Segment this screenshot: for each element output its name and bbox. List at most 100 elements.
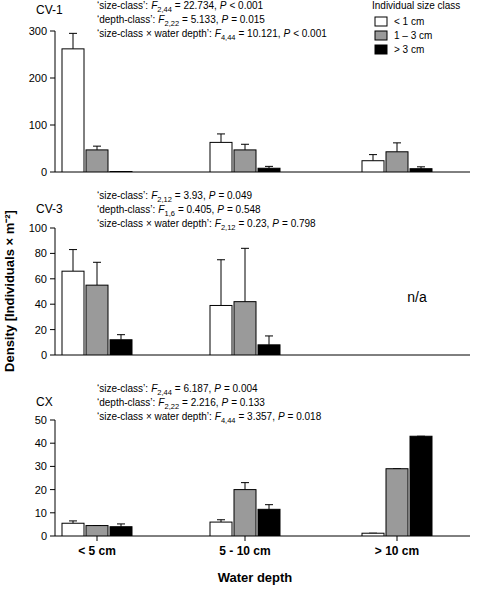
x-tick-label: 5 - 10 cm xyxy=(219,544,270,558)
y-tick xyxy=(50,253,55,254)
y-tick-label: 80 xyxy=(35,247,47,259)
legend-swatch xyxy=(375,31,387,40)
stat-term: ‘size-class’: xyxy=(97,383,148,394)
figure: CV-10100200300‘size-class’:F2,44= 22.734… xyxy=(0,0,494,600)
bar xyxy=(410,436,432,536)
stat-symbol: P xyxy=(220,0,227,11)
stat-p-value: = 0.133 xyxy=(231,397,265,408)
error-bar xyxy=(265,336,273,345)
y-tick xyxy=(50,355,55,356)
x-tick xyxy=(97,536,98,541)
stat-symbol: P xyxy=(283,28,290,39)
y-tick xyxy=(50,228,55,229)
error-bar xyxy=(369,155,377,161)
y-tick-label: 60 xyxy=(35,273,47,285)
y-tick xyxy=(50,278,55,279)
bar xyxy=(234,150,256,172)
stat-df: 2,22 xyxy=(164,19,179,28)
stat-symbol: P xyxy=(222,14,229,25)
bar xyxy=(258,509,280,536)
stat-f-value: = 10.121, xyxy=(239,28,281,39)
stat-line: ‘depth-class’:F1,6= 0.405,P= 0.548 xyxy=(97,204,261,218)
stat-df: 2,44 xyxy=(157,5,172,14)
x-axis-label: Water depth xyxy=(218,570,293,585)
bars xyxy=(62,248,280,355)
legend-swatch xyxy=(375,17,387,26)
bar xyxy=(234,302,256,355)
stat-term: ‘size-class × water depth’: xyxy=(97,218,212,229)
bar xyxy=(258,168,280,172)
bar xyxy=(110,527,132,536)
x-tick-label: < 5 cm xyxy=(78,544,116,558)
bar xyxy=(234,490,256,536)
error-bar xyxy=(217,260,225,306)
legend-swatch xyxy=(375,45,387,54)
y-tick-label: 40 xyxy=(35,298,47,310)
error-bar xyxy=(117,335,125,340)
bar xyxy=(362,533,384,536)
y-tick-label: 0 xyxy=(41,166,47,178)
y-tick-label: 200 xyxy=(29,72,47,84)
stat-symbol: P xyxy=(217,204,224,215)
x-tick-label: > 10 cm xyxy=(375,544,419,558)
stat-f-value: = 0.23, xyxy=(239,218,270,229)
error-bar xyxy=(69,250,77,272)
bars xyxy=(62,33,432,172)
bar xyxy=(210,142,232,172)
stat-symbol: P xyxy=(272,218,279,229)
stat-p-value: < 0.001 xyxy=(230,0,264,11)
stat-line: ‘size-class’:F2,44= 22.734,P< 0.001 xyxy=(97,0,264,14)
legend-label: > 3 cm xyxy=(394,44,424,55)
stat-symbol: P xyxy=(209,190,216,201)
stat-term: ‘size-class × water depth’: xyxy=(97,28,212,39)
legend-label: < 1 cm xyxy=(394,16,424,27)
stat-symbol: P xyxy=(214,383,221,394)
stat-df: 1,6 xyxy=(164,209,174,218)
bar xyxy=(62,523,84,536)
stat-df: 2,22 xyxy=(164,402,179,411)
bars xyxy=(62,436,432,536)
y-tick xyxy=(50,125,55,126)
legend: Individual size class< 1 cm1 – 3 cm> 3 c… xyxy=(372,0,460,55)
stat-line: ‘size-class × water depth’:F2,12= 0.23,P… xyxy=(97,218,316,232)
y-tick xyxy=(50,329,55,330)
bar xyxy=(362,161,384,172)
x-tick xyxy=(245,536,246,541)
y-axis xyxy=(55,420,56,536)
stat-term: ‘size-class’: xyxy=(97,190,148,201)
bar xyxy=(386,469,408,536)
y-tick xyxy=(50,466,55,467)
y-axis xyxy=(55,31,56,172)
y-tick-label: 20 xyxy=(35,324,47,336)
y-tick-label: 50 xyxy=(35,414,47,426)
stat-p-value: < 0.001 xyxy=(293,28,327,39)
stat-p-value: = 0.798 xyxy=(282,218,316,229)
stat-p-value: = 0.015 xyxy=(231,14,265,25)
stat-f-value: = 3.93, xyxy=(175,190,206,201)
y-axis xyxy=(55,228,56,355)
bar xyxy=(110,340,132,355)
y-tick xyxy=(50,489,55,490)
error-bar xyxy=(241,144,249,150)
y-tick xyxy=(50,78,55,79)
x-tick xyxy=(397,536,398,541)
stat-term: ‘depth-class’: xyxy=(97,14,155,25)
y-tick xyxy=(50,31,55,32)
stat-term: ‘size-class × water depth’: xyxy=(97,411,212,422)
bar xyxy=(258,345,280,355)
y-tick-label: 300 xyxy=(29,25,47,37)
panel: CV-10100200300‘size-class’:F2,44= 22.734… xyxy=(29,0,470,178)
stat-term: ‘size-class’: xyxy=(97,0,148,11)
y-tick-label: 30 xyxy=(35,460,47,472)
stat-p-value: = 0.004 xyxy=(224,383,258,394)
stat-df: 2,12 xyxy=(221,223,236,232)
y-tick-label: 100 xyxy=(29,119,47,131)
panel-title: CV-3 xyxy=(36,202,63,216)
error-bar xyxy=(217,134,225,142)
stat-f-value: = 6.187, xyxy=(175,383,211,394)
stat-f-value: = 2.216, xyxy=(182,397,218,408)
error-bar xyxy=(93,262,101,285)
bar xyxy=(210,305,232,355)
stat-df: 4,44 xyxy=(221,416,236,425)
y-tick-label: 0 xyxy=(41,349,47,361)
